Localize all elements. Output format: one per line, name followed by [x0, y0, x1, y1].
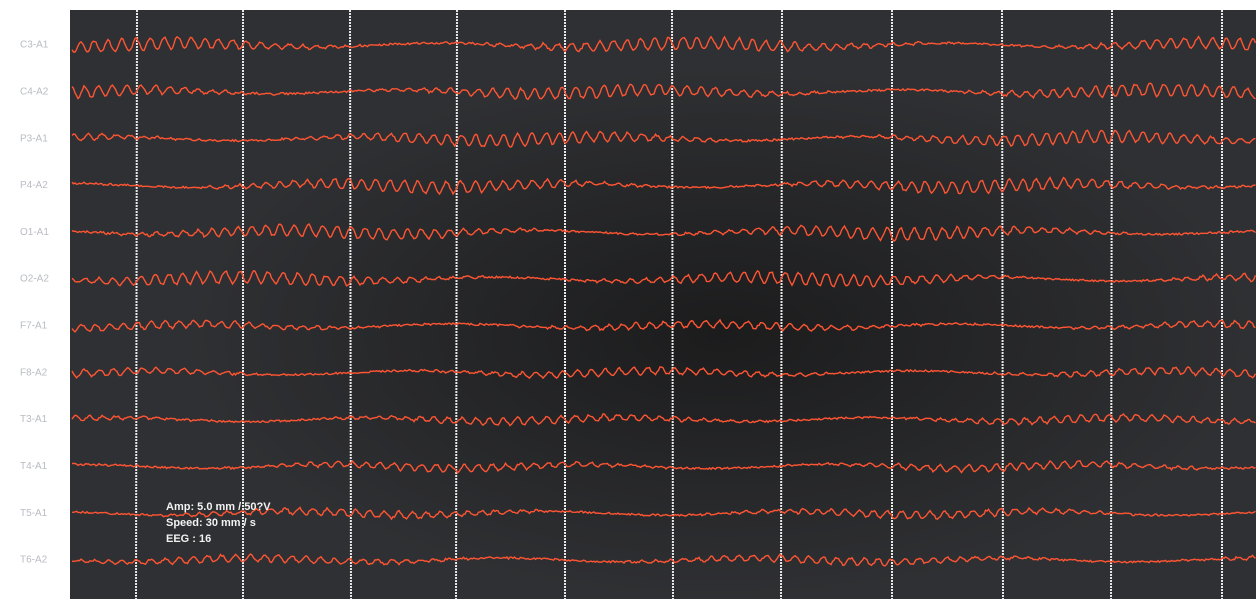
- channel-label: T5-A1: [20, 508, 48, 519]
- page: {"screen": { "channels": ["C3-A1", "C4-A…: [0, 0, 1256, 599]
- channel-label: C3-A1: [20, 40, 49, 51]
- eeg-screen: C3-A1 C4-A2 P3-A1 P4-A2 O1-A1 O2-A2 F7-A1 F8-A2…: [0, 0, 1256, 599]
- channel-label: C4-A2: [20, 86, 49, 97]
- channel-label: O1-A1: [20, 227, 49, 238]
- channel-label: T4-A1: [20, 461, 48, 472]
- channel-label: O2-A2: [20, 274, 49, 285]
- channel-label: F8-A2: [20, 367, 48, 378]
- channel-label: P4-A2: [20, 180, 48, 191]
- channel-label: T6-A2: [20, 555, 48, 566]
- channel-label: F7-A1: [20, 321, 48, 332]
- info-speed: Speed: 30 mm / s: [166, 517, 256, 529]
- channel-label: T3-A1: [20, 414, 48, 425]
- channel-label: P3-A1: [20, 133, 48, 144]
- info-eeg: EEG : 16: [166, 533, 211, 545]
- info-amp: Amp: 5.0 mm / 50?V: [166, 501, 271, 513]
